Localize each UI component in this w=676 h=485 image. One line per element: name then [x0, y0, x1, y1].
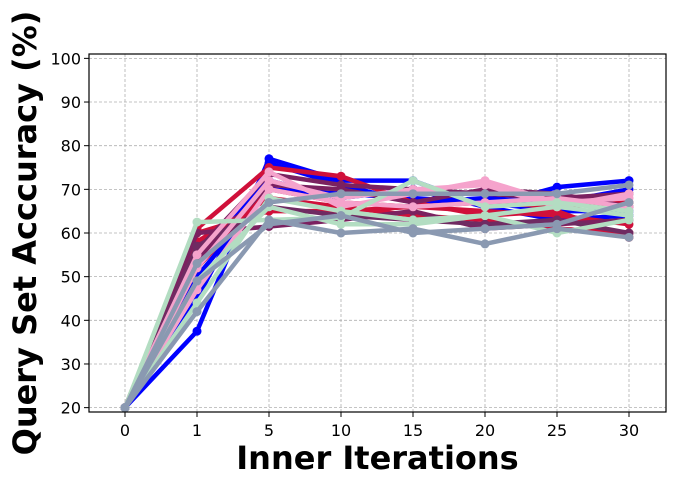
- y-tick-label: 30: [61, 355, 81, 374]
- y-tick-label: 100: [50, 49, 81, 68]
- y-tick-label: 70: [61, 180, 81, 199]
- data-point: [480, 202, 490, 212]
- data-point: [408, 202, 418, 212]
- data-point: [624, 197, 634, 207]
- data-point: [552, 189, 562, 199]
- series-line: [122, 200, 632, 410]
- y-tick-label: 20: [61, 399, 81, 418]
- y-tick-label: 60: [61, 224, 81, 243]
- x-tick-label: 25: [547, 421, 567, 440]
- data-point: [192, 259, 202, 269]
- series-21: [120, 197, 634, 413]
- data-point: [480, 224, 490, 234]
- data-point: [624, 180, 634, 190]
- data-point: [336, 189, 346, 199]
- data-point: [264, 176, 274, 186]
- data-point: [192, 250, 202, 260]
- y-axis-title: Query Set Acccuracy (%): [6, 11, 44, 456]
- data-point: [408, 176, 418, 186]
- data-point: [480, 189, 490, 199]
- x-tick-label: 0: [120, 421, 130, 440]
- data-point: [624, 189, 634, 199]
- x-axis-title: Inner Iterations: [236, 439, 518, 477]
- data-point: [192, 326, 202, 336]
- x-tick-label: 15: [403, 421, 423, 440]
- y-tick-label: 80: [61, 137, 81, 156]
- x-tick-label: 5: [264, 421, 274, 440]
- series-lines: [120, 154, 634, 413]
- data-point: [336, 211, 346, 221]
- series-line: [122, 217, 632, 410]
- x-tick-label: 20: [475, 421, 495, 440]
- data-point: [120, 403, 130, 413]
- series-line: [122, 178, 632, 410]
- x-tick-label: 1: [192, 421, 202, 440]
- data-point: [552, 202, 562, 212]
- data-point: [264, 197, 274, 207]
- y-axis-ticks: 20 30 40 50 60 70 80 90 100: [50, 49, 89, 418]
- x-axis-ticks: 0 1 5 10 15 20 25 30: [120, 412, 639, 440]
- data-point: [480, 211, 490, 221]
- data-point: [480, 239, 490, 249]
- data-point: [408, 228, 418, 238]
- series-line: [122, 182, 632, 410]
- x-tick-label: 30: [619, 421, 639, 440]
- data-point: [336, 219, 346, 229]
- x-tick-label: 10: [331, 421, 351, 440]
- data-point: [408, 189, 418, 199]
- y-tick-label: 50: [61, 268, 81, 287]
- data-point: [552, 182, 562, 192]
- series-line: [122, 156, 632, 410]
- data-point: [336, 171, 346, 181]
- data-point: [192, 276, 202, 286]
- data-point: [192, 241, 202, 251]
- data-point: [480, 180, 490, 190]
- data-point: [408, 215, 418, 225]
- data-point: [264, 184, 274, 194]
- y-tick-label: 90: [61, 93, 81, 112]
- y-tick-label: 40: [61, 311, 81, 330]
- data-point: [192, 307, 202, 317]
- data-point: [336, 197, 346, 207]
- data-point: [264, 219, 274, 229]
- data-point: [264, 167, 274, 177]
- data-point: [624, 232, 634, 242]
- data-point: [336, 228, 346, 238]
- series-line: [122, 195, 632, 410]
- data-point: [552, 219, 562, 229]
- data-point: [192, 217, 202, 227]
- data-point: [624, 211, 634, 221]
